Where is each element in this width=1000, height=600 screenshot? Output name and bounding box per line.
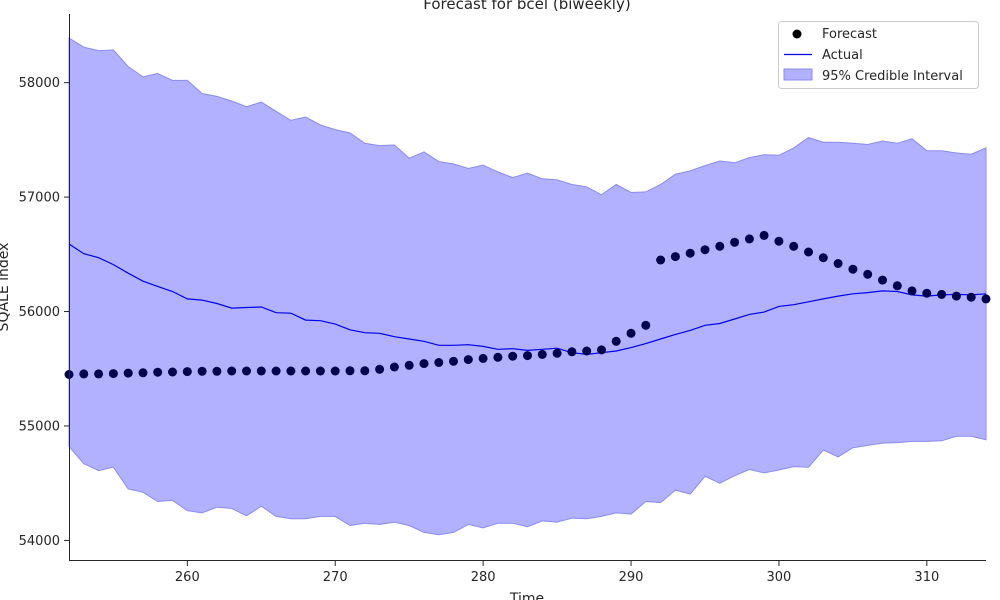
actual-line-layer	[68, 243, 987, 356]
forecast-point	[892, 281, 902, 291]
forecast-point	[286, 366, 296, 376]
forecast-point	[79, 369, 89, 379]
forecast-point	[449, 356, 458, 366]
forecast-point	[360, 366, 370, 376]
forecast-point	[301, 366, 311, 376]
forecast-point	[744, 234, 754, 244]
credible-interval-layer	[68, 37, 987, 536]
forecast-point	[597, 345, 606, 355]
forecast-point	[227, 366, 237, 376]
y-tick-label: 56000	[19, 305, 60, 320]
legend-forecast-label: Forecast	[822, 27, 877, 42]
forecast-point	[656, 255, 666, 265]
forecast-point	[182, 367, 192, 377]
forecast-point	[168, 367, 177, 377]
forecast-point	[670, 252, 680, 262]
forecast-point	[730, 237, 740, 247]
chart-title: Forecast for bcel (biweekly)	[423, 0, 630, 13]
forecast-point	[153, 367, 163, 377]
forecast-point	[759, 230, 769, 240]
forecast-point	[345, 366, 355, 376]
forecast-point	[966, 292, 976, 302]
forecast-point	[833, 259, 843, 268]
y-axis-title: SQALE index	[0, 243, 12, 332]
forecast-point	[123, 368, 133, 378]
forecast-point	[937, 289, 947, 299]
forecast-point	[242, 366, 251, 376]
y-tick-label: 57000	[19, 191, 60, 206]
forecast-point	[922, 288, 932, 298]
forecast-point	[537, 349, 547, 359]
forecast-point	[552, 348, 562, 358]
forecast-point	[774, 236, 784, 246]
forecast-point	[700, 245, 710, 255]
x-tick-label: 300	[767, 570, 792, 585]
x-tick-label: 260	[175, 570, 200, 585]
forecast-point	[907, 286, 917, 296]
forecast-point	[256, 366, 266, 376]
forecast-point	[626, 328, 636, 338]
forecast-point	[878, 275, 887, 285]
x-axis-title: Time	[509, 591, 544, 600]
forecast-point	[715, 241, 725, 251]
actual-series-line	[68, 243, 987, 356]
credible-interval-band	[68, 37, 987, 536]
y-tick-label: 54000	[19, 534, 60, 549]
legend-forecast-marker	[792, 29, 802, 39]
forecast-point	[611, 336, 621, 346]
forecast-point	[493, 352, 503, 362]
x-tick-label: 270	[323, 570, 348, 585]
forecast-point	[212, 366, 222, 376]
legend: Forecast Actual 95% Credible Interval	[778, 21, 979, 89]
forecast-point	[375, 364, 385, 374]
forecast-point	[108, 369, 118, 379]
forecast-point	[804, 247, 813, 257]
forecast-point	[951, 291, 961, 301]
forecast-point	[848, 264, 858, 274]
y-tick-label: 55000	[19, 419, 60, 434]
x-tick-label: 280	[471, 570, 496, 585]
forecast-point	[138, 368, 148, 378]
forecast-point	[197, 366, 207, 376]
forecast-point	[330, 366, 340, 376]
y-axis-ticks: 54000 55000 56000 57000 58000	[19, 76, 69, 549]
forecast-point	[789, 241, 799, 251]
forecast-point	[523, 351, 532, 361]
forecast-point	[94, 369, 104, 379]
forecast-point	[419, 359, 429, 369]
forecast-point	[641, 320, 651, 330]
forecast-point	[981, 294, 991, 304]
forecast-point	[567, 347, 577, 357]
forecast-point	[271, 366, 281, 376]
forecast-point	[389, 362, 399, 372]
forecast-point	[404, 360, 414, 370]
plot-area	[64, 37, 991, 536]
legend-box	[778, 21, 979, 89]
x-tick-label: 290	[619, 570, 644, 585]
forecast-point	[463, 355, 473, 365]
forecast-points-layer	[64, 230, 991, 379]
forecast-point	[315, 366, 325, 376]
forecast-point	[582, 346, 592, 356]
forecast-point	[508, 351, 518, 361]
forecast-point	[434, 358, 444, 367]
y-tick-label: 58000	[19, 76, 60, 91]
legend-interval-swatch	[783, 68, 813, 81]
forecast-point	[478, 353, 488, 363]
forecast-point	[863, 269, 873, 279]
forecast-point	[685, 248, 695, 258]
legend-actual-label: Actual	[822, 48, 863, 63]
forecast-point	[818, 253, 828, 263]
x-tick-label: 310	[914, 570, 939, 585]
x-axis-ticks: 260 270 280 290 300 310	[175, 561, 939, 585]
legend-interval-label: 95% Credible Interval	[822, 69, 963, 84]
